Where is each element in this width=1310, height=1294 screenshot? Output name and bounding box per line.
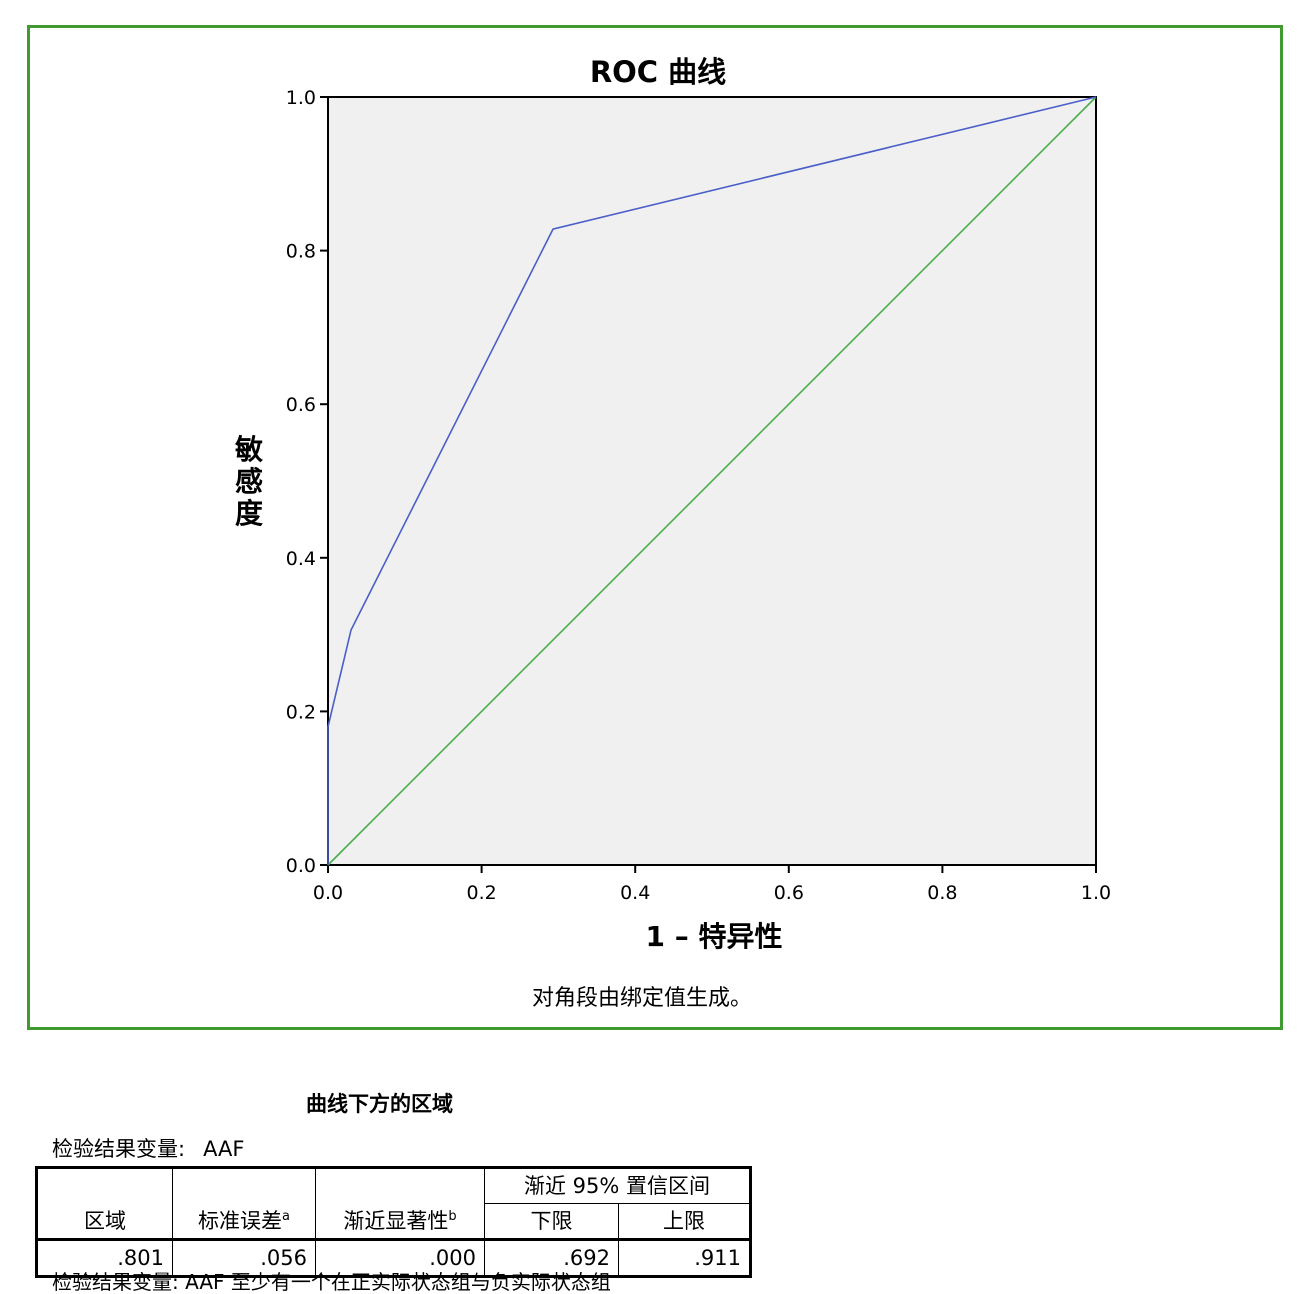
cell-upper: .911 (618, 1238, 751, 1277)
header-ci-group: 渐近 95% 置信区间 (484, 1167, 751, 1204)
header-upper: 上限 (618, 1203, 751, 1240)
chart-frame: ROC 曲线 0.0 0.2 0.4 0.6 0.8 1.0 0.0 0.2 0.4 0.6 0.8… (27, 25, 1283, 1030)
roc-chart: ROC 曲线 0.0 0.2 0.4 0.6 0.8 1.0 0.0 0.2 0.4 0.6 0.8… (234, 55, 1111, 1011)
x-tick-label: 0.6 (774, 882, 804, 904)
header-lower: 下限 (484, 1203, 619, 1240)
table-header-row-1: 区域 标准误差a 渐近显著性b 渐近 95% 置信区间 (36, 1167, 751, 1240)
y-axis-title: 敏感度 (234, 433, 263, 530)
roc-curve-line (327, 96, 1097, 865)
y-tick-label: 0.8 (286, 241, 316, 263)
auc-table: 区域 标准误差a 渐近显著性b 渐近 95% 置信区间 下限 上限 .801 .… (35, 1166, 752, 1278)
cell-area: .801 (36, 1238, 173, 1277)
x-tick-label: 0.4 (620, 882, 650, 904)
test-variable-row: 检验结果变量: AAF (52, 1133, 244, 1163)
cell-std-error: .056 (172, 1238, 316, 1277)
chart-footnote: 对角段由绑定值生成。 (532, 986, 752, 1011)
x-tick-label: 1.0 (1081, 882, 1111, 904)
y-tick-label: 0.0 (286, 855, 316, 877)
cell-asymp-sig: .000 (315, 1238, 485, 1277)
table-title: 曲线下方的区域 (306, 1092, 453, 1116)
y-tick-label: 0.2 (286, 701, 316, 723)
x-tick-label: 0.2 (466, 882, 496, 904)
x-tick-label: 0.0 (313, 882, 343, 904)
test-variable-label: 检验结果变量: (52, 1137, 186, 1161)
cell-lower: .692 (484, 1238, 619, 1277)
chart-title: ROC 曲线 (590, 55, 726, 89)
y-tick-label: 0.4 (286, 548, 316, 570)
x-tick-label: 0.8 (927, 882, 957, 904)
y-tick-label: 1.0 (286, 87, 316, 109)
table-footnote: 检验结果变量: AAF 至少有一个在正实际状态组与负实际状态组 (52, 1270, 611, 1294)
x-axis-title: 1 – 特异性 (646, 920, 783, 953)
reference-diagonal-line (327, 96, 1097, 866)
test-variable-value: AAF (203, 1137, 245, 1161)
header-area: 区域 (36, 1167, 173, 1240)
table-row: .801 .056 .000 .692 .911 (36, 1238, 751, 1277)
y-tick-label: 0.6 (286, 394, 316, 416)
header-std-error: 标准误差a (172, 1167, 316, 1240)
header-asymp-sig: 渐近显著性b (315, 1167, 485, 1240)
table-header-row-2: 下限 上限 (37, 1203, 751, 1240)
